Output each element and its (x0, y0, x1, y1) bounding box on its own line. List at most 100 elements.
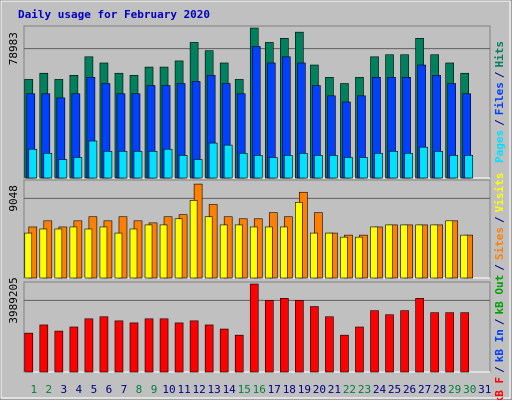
bar (174, 322, 184, 373)
bar (310, 306, 319, 373)
bar (264, 226, 273, 279)
bar (249, 226, 258, 279)
x-tick-label: 3 (61, 383, 68, 396)
bar (238, 153, 248, 179)
bar (340, 334, 349, 373)
bar (99, 316, 109, 373)
bar (415, 224, 423, 279)
legend-separator: / (493, 366, 506, 373)
bar (84, 228, 93, 279)
bar (24, 232, 33, 279)
x-tick-label: 21 (328, 383, 341, 396)
bar (204, 324, 214, 373)
bar (84, 318, 94, 373)
bar (99, 226, 108, 279)
x-tick-label: 29 (448, 383, 461, 396)
bar (133, 150, 143, 179)
legend-separator: / (493, 318, 506, 325)
bar (325, 232, 333, 279)
bar (295, 300, 304, 373)
bar (314, 155, 323, 179)
legend-entry: kB In (493, 329, 506, 362)
bar (284, 155, 293, 179)
bar (174, 218, 183, 279)
bar (219, 328, 229, 373)
bar (43, 153, 53, 179)
bar (280, 298, 289, 373)
bar (430, 312, 439, 373)
bar (148, 150, 158, 179)
bar (88, 140, 98, 179)
bar (178, 155, 188, 179)
bar (419, 146, 428, 179)
x-tick-label: 14 (223, 383, 237, 396)
bar (359, 157, 368, 179)
x-tick-label: 4 (76, 383, 83, 396)
x-tick-label: 26 (403, 383, 416, 396)
bar (385, 314, 394, 373)
bar (54, 330, 64, 373)
legend-separator: / (493, 71, 506, 78)
bar (310, 232, 318, 279)
x-tick-label: 20 (313, 383, 326, 396)
bar (299, 153, 308, 179)
x-tick-label: 25 (388, 383, 401, 396)
bar (234, 334, 244, 373)
bar (204, 216, 213, 279)
bar (280, 226, 288, 279)
bar (325, 316, 334, 373)
bar (118, 150, 128, 179)
legend-entry: kB F (493, 377, 506, 400)
bar (114, 320, 124, 373)
legend-entry: Hits (493, 41, 506, 68)
bar (103, 150, 113, 179)
bar (355, 236, 363, 279)
bar (234, 224, 243, 279)
x-tick-label: 24 (373, 383, 387, 396)
x-tick-label: 8 (136, 383, 143, 396)
bar (445, 220, 453, 279)
bar (340, 236, 348, 279)
x-tick-label: 9 (151, 383, 158, 396)
bar (415, 298, 424, 373)
bar (430, 224, 438, 279)
x-tick-label: 11 (177, 383, 190, 396)
bar (404, 153, 413, 179)
bar (400, 310, 409, 373)
bar (208, 142, 218, 179)
x-tick-label: 2 (45, 383, 52, 396)
bar (114, 232, 123, 279)
legend-separator: / (493, 216, 506, 223)
bar (159, 224, 168, 279)
bar (370, 226, 378, 279)
y-tick-label: 3989205 (7, 277, 20, 323)
bar (249, 283, 259, 373)
bar (329, 155, 338, 179)
bar (28, 148, 38, 179)
bar (460, 312, 470, 373)
y-tick-label: 9048 (7, 185, 20, 212)
x-tick-label: 28 (433, 383, 446, 396)
bar (73, 157, 83, 179)
x-tick-label: 15 (238, 383, 251, 396)
bar (434, 150, 443, 179)
legend: kB F / kB In / kB Out / Sites / Visits (493, 173, 506, 400)
bar (400, 224, 408, 279)
x-tick-label: 31 (478, 383, 491, 396)
x-tick-label: 1 (30, 383, 37, 396)
bar (144, 318, 154, 373)
x-tick-label: 6 (106, 383, 113, 396)
legend-entry: Pages (493, 130, 506, 163)
bar (39, 228, 48, 279)
bar (370, 310, 379, 373)
bar (268, 157, 278, 179)
x-tick-label: 30 (463, 383, 476, 396)
bar (464, 155, 474, 179)
bar (58, 159, 68, 179)
bar (460, 234, 469, 279)
bar (163, 148, 173, 179)
bar (189, 200, 198, 279)
bar (445, 312, 454, 373)
